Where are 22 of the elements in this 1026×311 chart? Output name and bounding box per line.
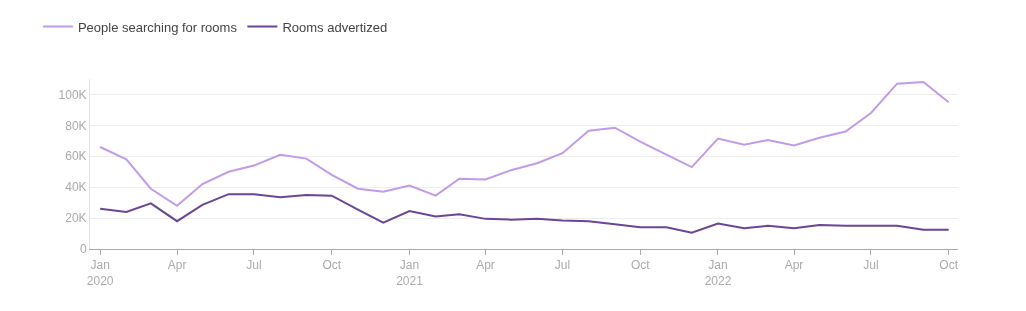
x-tick-label: Jul (246, 258, 262, 273)
x-tick-label: Jan 2022 (704, 258, 732, 288)
y-tick-label: 60K (65, 149, 87, 164)
y-tick-label: 20K (65, 211, 87, 226)
x-tick-label: Apr (784, 258, 804, 273)
y-tick-label: 0 (79, 242, 87, 257)
x-tick-label: Jan 2021 (396, 258, 424, 288)
x-tick-label: Jan 2020 (86, 258, 114, 288)
line-series (99, 193, 950, 234)
x-tick-label: Oct (630, 258, 651, 273)
legend-label: Rooms advertized (282, 19, 388, 35)
line-series (99, 81, 950, 207)
x-tick-label: Jul (863, 258, 879, 273)
x-tick-label: Oct (939, 258, 959, 273)
x-tick-label: Apr (167, 258, 187, 273)
y-tick-label: 40K (65, 180, 87, 195)
y-tick-label: 100K (58, 87, 87, 102)
y-tick-label: 80K (65, 118, 87, 133)
x-tick-label: Jul (554, 258, 571, 273)
x-tick-label: Oct (322, 258, 342, 273)
legend-label: People searching for rooms (77, 19, 238, 35)
x-tick-label: Apr (476, 258, 495, 273)
